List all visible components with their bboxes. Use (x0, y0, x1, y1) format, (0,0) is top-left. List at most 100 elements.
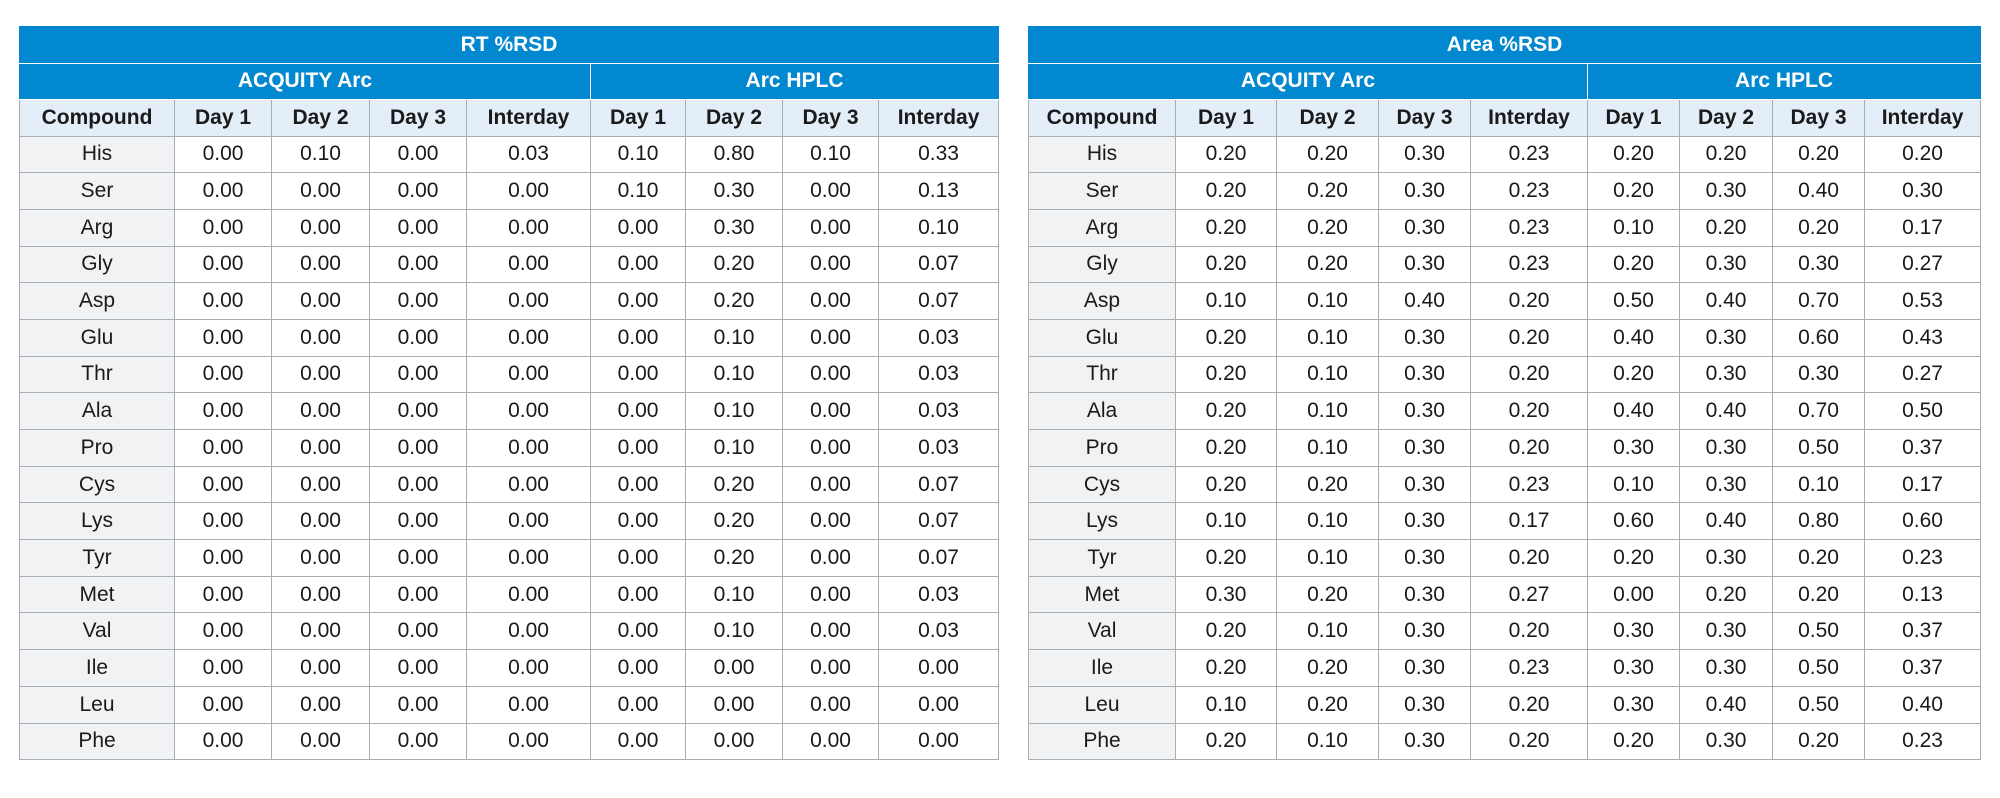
compound-cell: Asp (1028, 282, 1176, 320)
compound-cell: Arg (19, 208, 175, 247)
value-cell: 0.00 (369, 465, 467, 504)
value-cell: 0.27 (1863, 355, 1982, 394)
value-cell: 0.00 (466, 612, 591, 651)
compound-cell: Tyr (1028, 539, 1176, 577)
value-cell: 0.00 (174, 429, 272, 467)
value-cell: 0.10 (877, 208, 1000, 247)
compound-cell: Lys (1028, 502, 1176, 541)
value-cell: 0.00 (174, 685, 272, 724)
value-cell: 0.30 (1587, 649, 1680, 687)
table-row: Met 0.30 0.20 0.30 0.27 0.00 0.20 0.20 0.13 (1028, 575, 1982, 614)
value-cell: 0.00 (782, 685, 879, 724)
value-cell: 0.10 (271, 135, 370, 174)
value-cell: 0.40 (1679, 685, 1773, 724)
value-cell: 0.23 (1470, 245, 1588, 284)
value-cell: 0.30 (1679, 172, 1773, 210)
column-header: Day 3 (1772, 99, 1865, 137)
value-cell: 0.00 (590, 685, 686, 724)
value-cell: 0.20 (1276, 649, 1379, 687)
value-cell: 0.10 (590, 172, 686, 210)
value-cell: 0.00 (174, 539, 272, 577)
value-cell: 0.00 (466, 392, 591, 430)
value-cell: 0.00 (466, 575, 591, 614)
value-cell: 0.37 (1863, 649, 1982, 687)
value-cell: 0.00 (590, 539, 686, 577)
value-cell: 0.30 (1679, 649, 1773, 687)
value-cell: 0.10 (1175, 502, 1277, 541)
value-cell: 0.20 (1276, 245, 1379, 284)
table-row: His 0.20 0.20 0.30 0.23 0.20 0.20 0.20 0.20 (1028, 135, 1982, 174)
value-cell: 0.33 (877, 135, 1000, 174)
value-cell: 0.23 (1863, 539, 1982, 577)
value-cell: 0.27 (1863, 245, 1982, 284)
value-cell: 0.30 (1378, 245, 1471, 284)
compound-cell: Met (19, 575, 175, 614)
table-row: Tyr 0.00 0.00 0.00 0.00 0.00 0.20 0.00 0.07 (19, 539, 1000, 577)
compound-cell: Met (1028, 575, 1176, 614)
value-cell: 0.40 (1587, 318, 1680, 357)
value-cell: 0.10 (685, 355, 783, 394)
table-row: Leu 0.00 0.00 0.00 0.00 0.00 0.00 0.00 0.00 (19, 685, 1000, 724)
value-cell: 0.20 (685, 539, 783, 577)
value-cell: 0.10 (782, 135, 879, 174)
value-cell: 0.30 (1772, 245, 1865, 284)
table-row: Met 0.00 0.00 0.00 0.00 0.00 0.10 0.00 0.03 (19, 575, 1000, 614)
value-cell: 0.07 (877, 465, 1000, 504)
value-cell: 0.07 (877, 282, 1000, 320)
value-cell: 0.00 (466, 282, 591, 320)
value-cell: 0.20 (1175, 318, 1277, 357)
value-cell: 0.13 (877, 172, 1000, 210)
value-cell: 0.80 (685, 135, 783, 174)
value-cell: 0.00 (1587, 575, 1680, 614)
table-row: Phe 0.20 0.10 0.30 0.20 0.20 0.30 0.20 0.23 (1028, 722, 1982, 761)
compound-cell: Pro (19, 429, 175, 467)
value-cell: 0.23 (1470, 465, 1588, 504)
value-cell: 0.20 (685, 465, 783, 504)
value-cell: 0.53 (1863, 282, 1982, 320)
column-header: Day 1 (174, 99, 272, 137)
value-cell: 0.07 (877, 539, 1000, 577)
value-cell: 0.00 (271, 612, 370, 651)
value-cell: 0.00 (685, 722, 783, 761)
value-cell: 0.00 (174, 282, 272, 320)
value-cell: 0.00 (466, 722, 591, 761)
value-cell: 0.30 (1679, 355, 1773, 394)
table-row: Val 0.20 0.10 0.30 0.20 0.30 0.30 0.50 0.37 (1028, 612, 1982, 651)
value-cell: 0.10 (1175, 282, 1277, 320)
value-cell: 0.00 (466, 245, 591, 284)
compound-cell: Cys (19, 465, 175, 504)
compound-cell: Ala (1028, 392, 1176, 430)
value-cell: 0.00 (466, 208, 591, 247)
table-title: RT %RSD (18, 26, 1000, 64)
value-cell: 0.20 (1175, 208, 1277, 247)
value-cell: 0.00 (271, 208, 370, 247)
value-cell: 0.00 (466, 502, 591, 541)
value-cell: 0.00 (369, 539, 467, 577)
value-cell: 0.10 (1276, 282, 1379, 320)
value-cell: 0.13 (1863, 575, 1982, 614)
table-row: Ile 0.20 0.20 0.30 0.23 0.30 0.30 0.50 0.37 (1028, 649, 1982, 687)
value-cell: 0.00 (782, 318, 879, 357)
value-cell: 0.00 (271, 245, 370, 284)
table-row: Ile 0.00 0.00 0.00 0.00 0.00 0.00 0.00 0.00 (19, 649, 1000, 687)
value-cell: 0.70 (1772, 282, 1865, 320)
value-cell: 0.10 (1587, 465, 1680, 504)
value-cell: 0.00 (590, 208, 686, 247)
value-cell: 0.30 (685, 172, 783, 210)
value-cell: 0.10 (1276, 539, 1379, 577)
compound-cell: Gly (1028, 245, 1176, 284)
table-row: Cys 0.00 0.00 0.00 0.00 0.00 0.20 0.00 0.07 (19, 465, 1000, 504)
value-cell: 0.30 (1378, 722, 1471, 761)
value-cell: 0.23 (1470, 649, 1588, 687)
table-body: His 0.20 0.20 0.30 0.23 0.20 0.20 0.20 0.20 Ser 0.… (1028, 135, 1982, 761)
value-cell: 0.00 (369, 612, 467, 651)
value-cell: 0.10 (1276, 612, 1379, 651)
value-cell: 0.10 (685, 392, 783, 430)
value-cell: 0.00 (590, 575, 686, 614)
value-cell: 0.20 (1587, 539, 1680, 577)
compound-cell: Pro (1028, 429, 1176, 467)
value-cell: 0.20 (1772, 722, 1865, 761)
value-cell: 0.20 (1772, 135, 1865, 174)
value-cell: 0.00 (174, 575, 272, 614)
column-header-row: Compound Day 1 Day 2 Day 3 Interday Day 1 Day … (1028, 99, 1982, 137)
